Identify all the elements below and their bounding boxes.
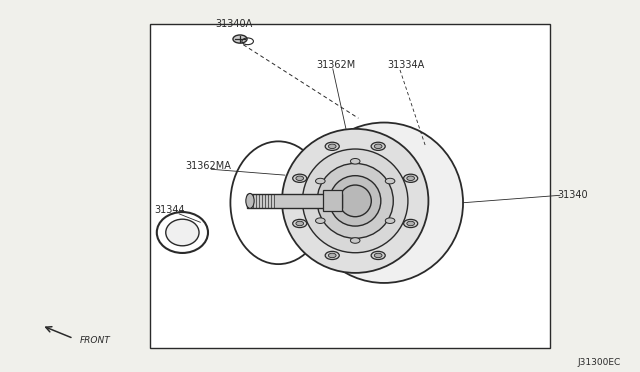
Ellipse shape: [330, 176, 381, 226]
Ellipse shape: [246, 193, 254, 208]
Ellipse shape: [374, 253, 382, 258]
Ellipse shape: [404, 174, 418, 182]
Ellipse shape: [325, 142, 339, 150]
Ellipse shape: [317, 163, 393, 238]
Ellipse shape: [166, 219, 199, 246]
Ellipse shape: [296, 176, 303, 180]
Ellipse shape: [328, 253, 336, 258]
Ellipse shape: [371, 251, 385, 260]
Bar: [247, 194, 342, 208]
Ellipse shape: [407, 176, 415, 180]
Ellipse shape: [339, 185, 371, 217]
Ellipse shape: [325, 251, 339, 260]
Ellipse shape: [292, 174, 307, 182]
Text: 31362M: 31362M: [316, 60, 356, 70]
Ellipse shape: [407, 221, 415, 226]
Text: 31340A: 31340A: [215, 19, 252, 29]
Ellipse shape: [374, 144, 382, 148]
Text: 31362MA: 31362MA: [185, 161, 231, 170]
Ellipse shape: [371, 142, 385, 150]
Ellipse shape: [385, 218, 395, 224]
Ellipse shape: [303, 149, 408, 253]
Ellipse shape: [385, 178, 395, 184]
Ellipse shape: [404, 219, 418, 228]
Ellipse shape: [350, 238, 360, 243]
Text: 31344: 31344: [154, 205, 185, 215]
Ellipse shape: [328, 144, 336, 148]
Bar: [323, 190, 342, 211]
Ellipse shape: [316, 218, 325, 224]
Text: J31300EC: J31300EC: [577, 358, 621, 367]
Ellipse shape: [305, 122, 463, 283]
Ellipse shape: [292, 219, 307, 228]
Text: 31334A: 31334A: [388, 60, 425, 70]
Ellipse shape: [296, 221, 303, 226]
Bar: [150, 24, 550, 348]
Ellipse shape: [350, 158, 360, 164]
Ellipse shape: [282, 129, 428, 273]
Text: FRONT: FRONT: [80, 336, 111, 345]
Ellipse shape: [157, 212, 208, 253]
Text: 31340: 31340: [557, 190, 588, 200]
Ellipse shape: [316, 178, 325, 184]
Ellipse shape: [233, 35, 247, 43]
Ellipse shape: [230, 141, 326, 264]
